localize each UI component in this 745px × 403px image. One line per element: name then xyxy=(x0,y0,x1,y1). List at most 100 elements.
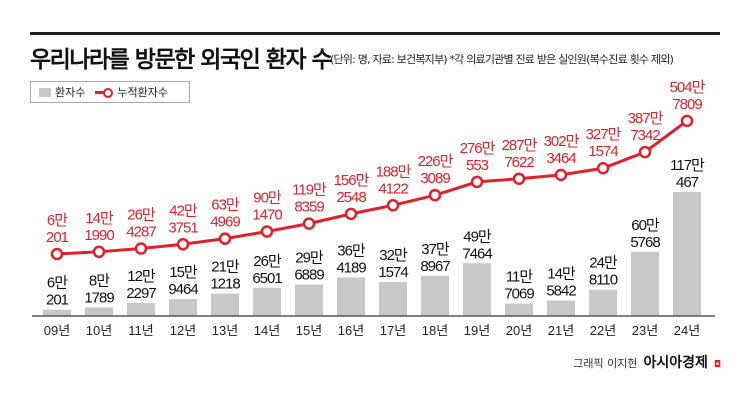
bar-label: 5842 xyxy=(546,283,576,300)
line-label: 26만 xyxy=(127,207,156,224)
bar xyxy=(631,251,659,316)
line-point xyxy=(512,172,526,186)
line-point xyxy=(92,245,106,259)
bar xyxy=(43,309,71,316)
bar xyxy=(505,303,533,316)
line-label: 7342 xyxy=(630,127,660,144)
x-tick-label: 20년 xyxy=(506,323,532,338)
line-point xyxy=(260,225,274,238)
line-label: 8359 xyxy=(294,199,324,216)
bar-label: 12만 xyxy=(127,268,156,285)
bar-label: 60만 xyxy=(631,217,660,234)
line-series xyxy=(56,119,688,256)
bar-label: 49만 xyxy=(463,228,492,245)
brand-logo: 아시아경제 xyxy=(643,355,708,371)
bar-label: 8967 xyxy=(420,258,450,275)
legend: 환자수 누적환자수 xyxy=(30,81,190,103)
bar xyxy=(337,277,365,316)
top-rule xyxy=(30,32,720,35)
line-label: 42만 xyxy=(169,202,198,219)
bar-label: 21만 xyxy=(211,259,240,276)
legend-line-swatch xyxy=(95,87,114,98)
legend-bar-label: 환자수 xyxy=(55,86,86,99)
line-point xyxy=(176,238,190,251)
x-tick-label: 19년 xyxy=(464,323,490,338)
bar xyxy=(127,303,155,316)
line-point xyxy=(638,145,652,159)
bar-label: 6501 xyxy=(252,270,282,287)
x-tick-label: 18년 xyxy=(422,323,448,338)
line-label: 302만 xyxy=(544,133,580,150)
line-point xyxy=(344,207,358,221)
line-point xyxy=(554,168,568,182)
x-tick-label: 17년 xyxy=(380,323,406,338)
bar-label: 26만 xyxy=(253,253,282,270)
footer: 그래픽 이지현 아시아경제 ◘ xyxy=(573,352,721,372)
bar-label: 11만 xyxy=(506,269,534,286)
bar xyxy=(211,293,239,316)
bar-label: 2297 xyxy=(126,285,156,302)
bar xyxy=(421,275,449,316)
line-point xyxy=(680,114,694,128)
line-label: 1990 xyxy=(84,227,114,244)
x-tick-label: 13년 xyxy=(212,323,238,338)
bar xyxy=(85,307,113,316)
line-label: 63만 xyxy=(211,197,240,214)
line-label: 4122 xyxy=(378,180,408,197)
legend-bar-swatch xyxy=(39,87,51,97)
chart-title: 우리나라를 방문한 외국인 환자 수 xyxy=(30,47,333,73)
line-point xyxy=(50,247,64,261)
line-point xyxy=(218,232,232,245)
x-tick-label: 14년 xyxy=(254,323,280,338)
chart-subtitle: (단위: 명, 자료: 보건복지부) *각 의료기관별 진료 받은 실인원(복수… xyxy=(330,53,674,66)
bar xyxy=(463,263,491,316)
x-tick-label: 11년 xyxy=(128,323,153,338)
bar-label: 15만 xyxy=(169,264,198,281)
bar-label: 467 xyxy=(676,174,699,191)
line-label: 7622 xyxy=(504,154,534,171)
credit: 그래픽 이지현 xyxy=(573,357,638,370)
bar-label: 24만 xyxy=(589,255,618,272)
bar-label: 7069 xyxy=(504,286,534,303)
line-point xyxy=(134,242,148,255)
line-label: 2548 xyxy=(336,189,366,206)
x-tick-label: 16년 xyxy=(338,323,364,338)
bar xyxy=(673,191,701,316)
bar-label: 201 xyxy=(46,292,69,309)
x-tick-label: 10년 xyxy=(86,323,112,338)
line-point xyxy=(596,161,610,175)
line-label: 553 xyxy=(466,157,489,174)
x-tick-label: 22년 xyxy=(590,323,616,338)
line-label: 14만 xyxy=(85,210,114,227)
brand-mark-icon: ◘ xyxy=(713,360,721,370)
line-label: 327만 xyxy=(586,126,622,143)
bar-label: 36만 xyxy=(337,242,366,259)
legend-line-label: 누적환자수 xyxy=(117,86,168,99)
x-tick-label: 12년 xyxy=(170,323,196,338)
x-tick-label: 23년 xyxy=(632,323,658,338)
line-point xyxy=(302,217,316,230)
line-label: 287만 xyxy=(502,137,538,154)
bar xyxy=(253,287,281,316)
bar-label: 7464 xyxy=(462,245,492,262)
bar-label: 117만 xyxy=(670,157,705,174)
line-label: 387만 xyxy=(628,110,664,127)
line-label: 3464 xyxy=(546,150,576,167)
bar-label: 8110 xyxy=(589,272,618,289)
bar-label: 1218 xyxy=(210,276,240,293)
bar xyxy=(169,299,197,316)
line-point xyxy=(470,175,484,189)
bar xyxy=(295,284,323,316)
line-label: 1574 xyxy=(588,143,618,160)
line-point xyxy=(428,188,442,202)
x-tick-label: 21년 xyxy=(548,323,574,338)
bar-label: 6만 xyxy=(47,275,68,292)
line-label: 119만 xyxy=(292,182,327,199)
line-label: 156만 xyxy=(334,172,370,189)
bar xyxy=(547,300,575,316)
line-label: 4969 xyxy=(210,214,240,231)
line-label: 1470 xyxy=(252,207,282,224)
line-label: 90만 xyxy=(253,190,282,207)
bar-label: 9464 xyxy=(168,281,198,298)
